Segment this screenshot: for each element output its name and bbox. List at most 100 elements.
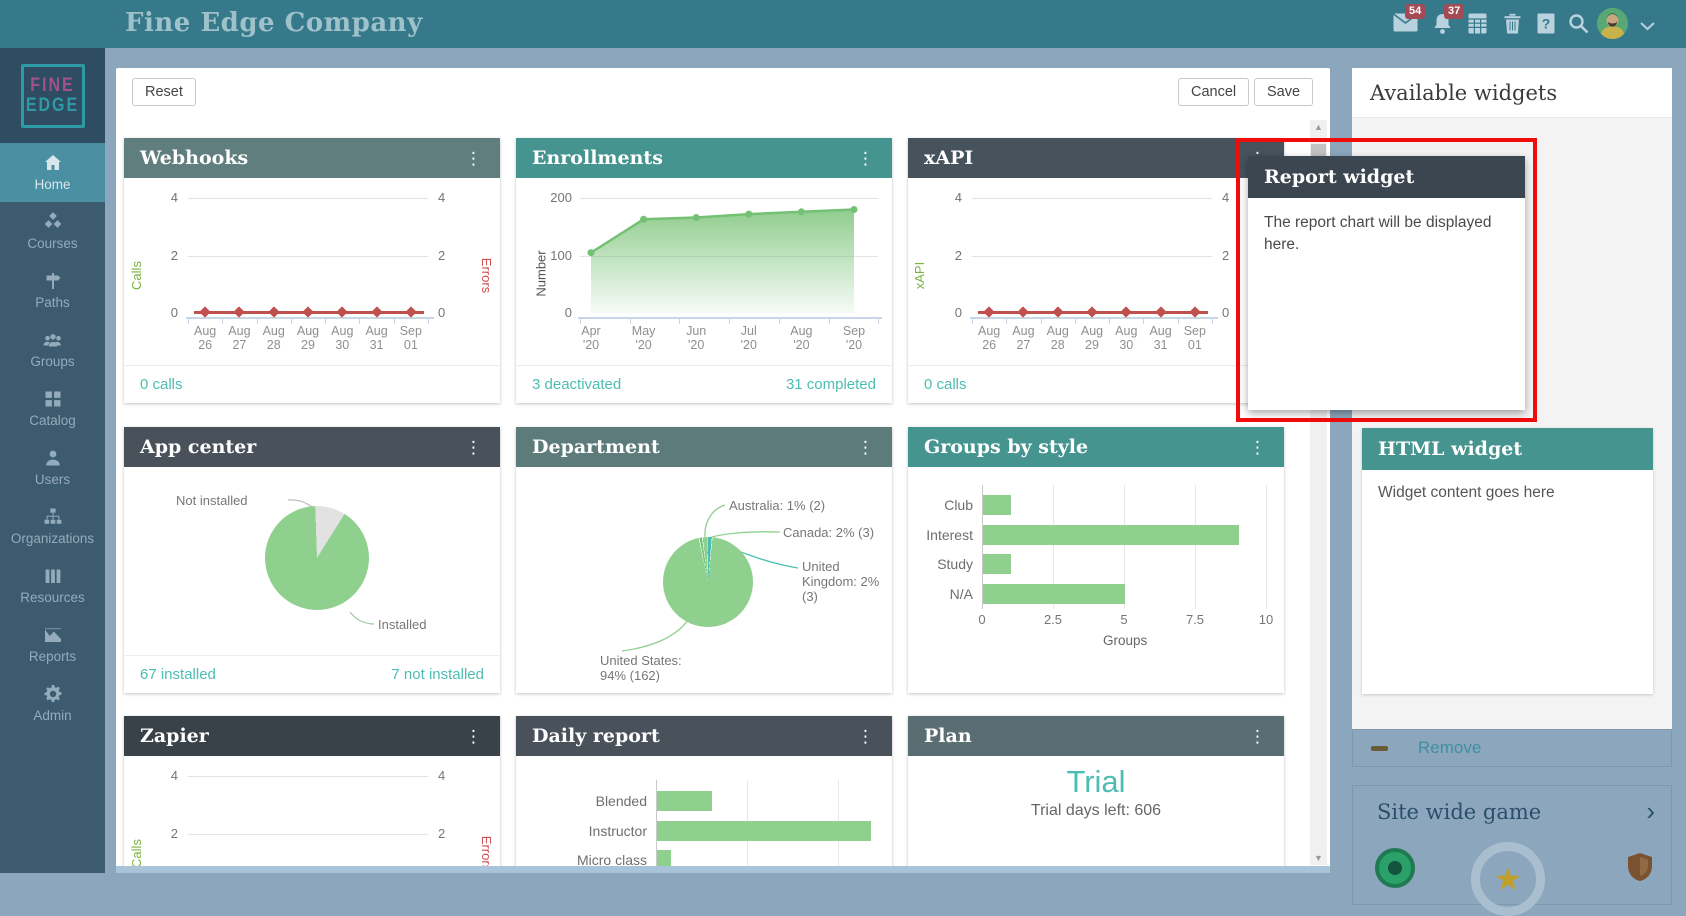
widget-title: Department (532, 436, 660, 458)
sidebar-item-reports[interactable]: Reports (0, 615, 105, 674)
sidebar-item-resources[interactable]: Resources (0, 556, 105, 615)
widget-enrollments[interactable]: Enrollments ⋮ Number 200 100 0 Apr '20 May '2… (516, 138, 892, 403)
footer-link[interactable]: 0 calls (924, 376, 967, 393)
catalog-icon (45, 391, 60, 407)
trash-icon-svg (1504, 13, 1521, 34)
sidebar-item-catalog[interactable]: Catalog (0, 379, 105, 438)
widget-groups-by-style[interactable]: Groups by style ⋮ Groups 0 2.5 5 7.5 10 Club I… (908, 427, 1284, 693)
footer-link[interactable]: 3 deactivated (532, 376, 622, 393)
widget-webhooks[interactable]: Webhooks ⋮ Calls Errors 4 4 2 2 0 0 Aug 26 Aug 27… (124, 138, 500, 403)
x-axis-tick (1040, 317, 1042, 324)
y-tick-label: 100 (550, 247, 572, 263)
cancel-button[interactable]: Cancel (1178, 78, 1250, 106)
x-axis-tick (729, 317, 731, 324)
widget-footer: 67 installed 7 not installed (124, 655, 500, 693)
mail-icon[interactable]: 54 (1393, 4, 1426, 37)
y-tick-label-right: 2 (1222, 247, 1230, 263)
scroll-up-arrow[interactable]: ▲ (1314, 122, 1323, 132)
kebab-menu-icon[interactable]: ⋮ (1249, 437, 1266, 457)
company-logo[interactable]: FINE EDGE (20, 63, 85, 128)
x-tick-label: 7.5 (1185, 612, 1205, 627)
horizontal-scrollbar[interactable] (116, 866, 1330, 873)
search-icon[interactable] (1568, 13, 1589, 39)
save-button[interactable]: Save (1254, 78, 1314, 106)
x-axis-tick (1006, 317, 1008, 324)
x-axis-tick (1212, 317, 1213, 324)
widget-header: Daily report ⋮ (516, 716, 892, 756)
game-coin-icon (1375, 848, 1415, 888)
widget-header: Department ⋮ (516, 427, 892, 467)
kebab-menu-icon[interactable]: ⋮ (1249, 726, 1266, 746)
widget-daily-report[interactable]: Daily report ⋮ Blended Instructor Micro cl… (516, 716, 930, 873)
bar (657, 791, 712, 811)
x-axis-tick (828, 317, 830, 324)
bell-badge: 37 (1444, 4, 1465, 19)
footer-link[interactable]: 7 not installed (391, 666, 484, 683)
game-progress-ring: ★ (1471, 842, 1545, 916)
y-tick-label: 2 (170, 247, 178, 263)
help-icon[interactable]: ? (1537, 13, 1555, 39)
sidebar-item-courses[interactable]: Courses (0, 202, 105, 261)
x-tick-label: Sep '20 (842, 324, 866, 352)
kebab-menu-icon[interactable]: ⋮ (465, 726, 482, 746)
chevron-right-icon[interactable]: › (1646, 796, 1655, 826)
groups-icon (43, 334, 61, 347)
x-tick-label: 0 (978, 612, 986, 627)
footer-link[interactable]: 31 completed (785, 376, 876, 393)
widget-zapier[interactable]: Zapier ⋮ Calls Errors 442200Aug26Aug27Au… (124, 716, 500, 873)
kebab-menu-icon[interactable]: ⋮ (857, 726, 874, 746)
plan-content: Trial Trial days left: 606 (908, 756, 1284, 873)
x-tick-label: Jul '20 (740, 324, 757, 352)
available-widget-html[interactable]: HTML widget Widget content goes here (1362, 428, 1653, 694)
calculator-icon-svg (1468, 13, 1487, 34)
widget-header: HTML widget (1362, 428, 1653, 470)
footer-link[interactable]: 67 installed (140, 666, 216, 683)
widget-app-center[interactable]: App center ⋮ Not installed Installed 67 … (124, 427, 500, 693)
remove-label[interactable]: Remove (1418, 738, 1482, 757)
y-tick-label: 200 (550, 190, 572, 205)
grid-line (972, 255, 1212, 257)
shield-icon (1628, 853, 1652, 881)
widget-footer: 3 deactivated 31 completed (516, 365, 892, 403)
y-tick-label-right: 0 (1222, 305, 1230, 320)
dragged-report-widget[interactable]: Report widget The report chart will be d… (1236, 138, 1537, 422)
y-tick-label: 4 (954, 190, 962, 205)
widget-plan[interactable]: Plan ⋮ Trial Trial days left: 606 (908, 716, 1284, 873)
sidebar-item-paths[interactable]: Paths (0, 261, 105, 320)
chevron-down-svg (1640, 22, 1655, 31)
data-point-marker (1052, 306, 1064, 318)
kebab-menu-icon[interactable]: ⋮ (857, 437, 874, 457)
x-tick-label: Aug 31 (1149, 324, 1172, 352)
kebab-menu-icon[interactable]: ⋮ (465, 148, 482, 168)
sidebar-item-organizations[interactable]: Organizations (0, 497, 105, 556)
widget-header: Groups by style ⋮ (908, 427, 1284, 467)
sidebar-item-users[interactable]: Users (0, 438, 105, 497)
widget-department[interactable]: Department ⋮ Australia: 1% (2) Canada: 2… (516, 427, 892, 693)
kebab-menu-icon[interactable]: ⋮ (857, 148, 874, 168)
zapier-chart: Calls Errors 442200Aug26Aug27Aug28Aug29A… (124, 756, 500, 873)
scroll-down-arrow[interactable]: ▼ (1314, 853, 1323, 863)
widget-title: xAPI (924, 147, 974, 169)
sidebar-item-groups[interactable]: Groups (0, 320, 105, 379)
trash-icon[interactable] (1503, 13, 1522, 39)
y-tick-label: 4 (170, 768, 178, 783)
sidebar-item-home[interactable]: Home (0, 143, 105, 202)
sidebar-item-admin[interactable]: Admin (0, 674, 105, 733)
chevron-down-icon[interactable] (1640, 18, 1655, 36)
avatar-image (1597, 8, 1628, 39)
kebab-menu-icon[interactable]: ⋮ (465, 437, 482, 457)
bell-icon[interactable]: 37 (1432, 4, 1465, 40)
avatar[interactable] (1597, 8, 1628, 39)
logo-line1: FINE (30, 74, 75, 96)
calculator-icon[interactable] (1468, 13, 1487, 39)
footer-link[interactable]: 0 calls (140, 376, 183, 393)
bar-category-label: Blended (595, 793, 647, 809)
data-point-marker (336, 306, 348, 318)
remove-drop-zone[interactable]: Remove (1352, 729, 1672, 767)
x-tick-label: Aug 29 (296, 324, 320, 352)
y-tick-label: 4 (170, 190, 178, 205)
site-wide-game-card[interactable]: Site wide game › ★ (1352, 785, 1672, 916)
sidebar-item-label: Organizations (10, 531, 95, 546)
reset-button[interactable]: Reset (132, 78, 196, 106)
